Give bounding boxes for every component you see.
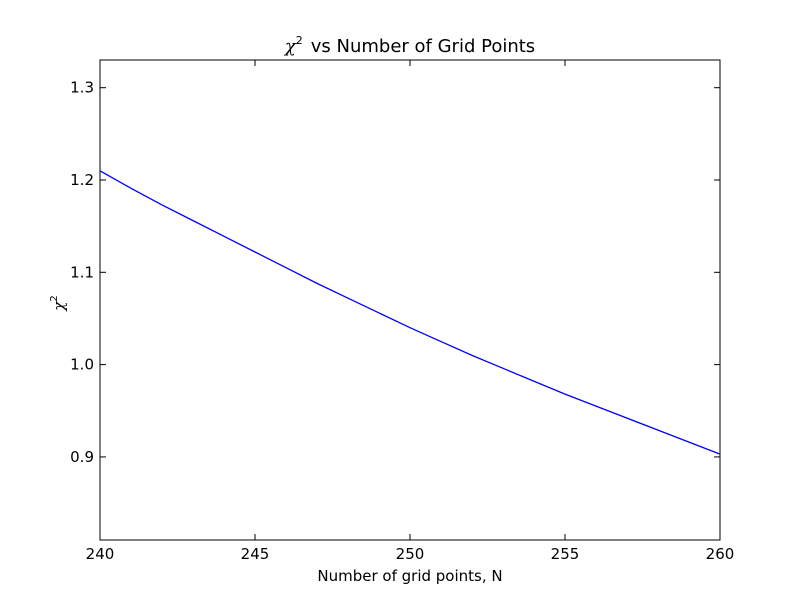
chart-title-superscript: 2 bbox=[296, 34, 303, 47]
series-line-chi-squared bbox=[99, 170, 721, 455]
x-axis-label: Number of grid points, N bbox=[317, 567, 502, 585]
x-tick-label: 255 bbox=[551, 545, 580, 563]
x-tick-label: 245 bbox=[241, 545, 270, 563]
y-axis-label: χ2 bbox=[49, 295, 68, 311]
plot-frame bbox=[99, 59, 721, 541]
y-axis-ticks: 0.9 1.0 1.1 1.2 1.3 bbox=[70, 79, 720, 466]
y-tick-label: 1.3 bbox=[70, 79, 94, 97]
y-tick-label: 1.0 bbox=[70, 356, 94, 374]
chart-title-text: vs Number of Grid Points bbox=[311, 36, 535, 57]
y-axis-label-symbol: χ bbox=[50, 301, 68, 312]
y-tick-label: 1.1 bbox=[70, 263, 94, 281]
x-axis-ticks: 240 245 250 255 260 bbox=[86, 60, 735, 563]
x-tick-label: 260 bbox=[706, 545, 735, 563]
y-tick-label: 0.9 bbox=[70, 448, 94, 466]
x-tick-label: 250 bbox=[396, 545, 425, 563]
chart-title: χ2 vs Number of Grid Points bbox=[283, 34, 535, 57]
y-tick-label: 1.2 bbox=[70, 171, 94, 189]
chart-title-symbol: χ bbox=[283, 36, 297, 57]
y-axis-label-superscript: 2 bbox=[49, 295, 60, 301]
x-tick-label: 240 bbox=[86, 545, 115, 563]
